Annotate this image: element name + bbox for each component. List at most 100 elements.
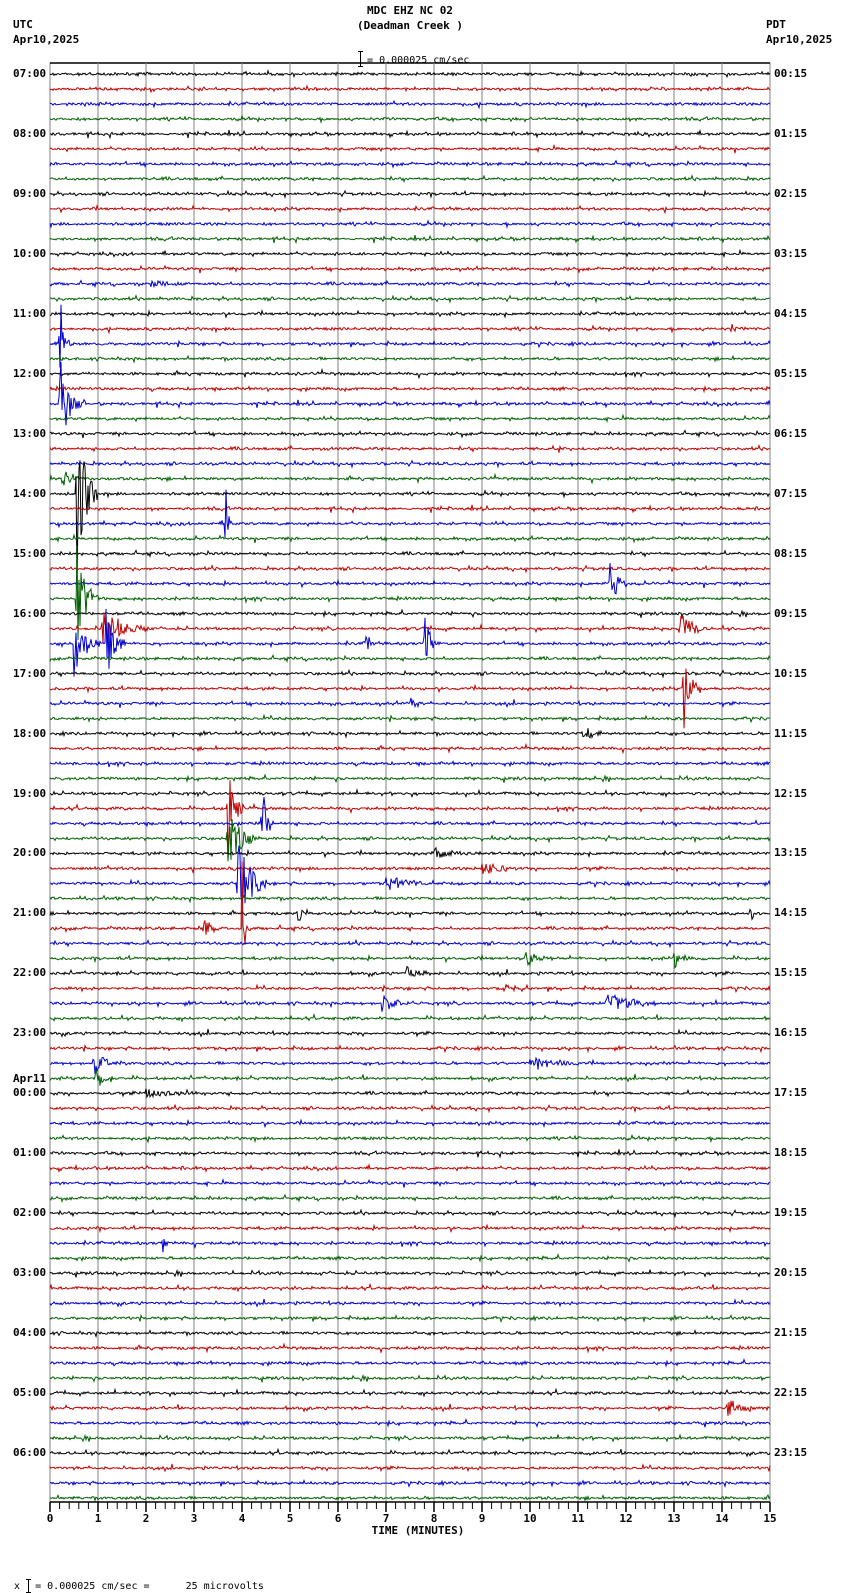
seismic-trace [49, 1463, 771, 1473]
seismic-trace [49, 545, 771, 641]
utc-hour-label: 14:00 [13, 486, 47, 500]
seismic-trace [49, 1163, 771, 1173]
seismic-trace [50, 1357, 771, 1368]
seismic-trace [49, 788, 771, 799]
pdt-hour-label: 13:15 [774, 846, 808, 860]
seismic-trace [49, 234, 771, 245]
seismic-trace [49, 279, 771, 289]
seismic-trace [49, 304, 771, 368]
seismic-trace [49, 846, 771, 859]
seismic-trace [49, 1493, 771, 1502]
seismic-trace [49, 84, 771, 94]
seismic-trace [49, 1044, 771, 1054]
utc-hour-label: 08:00 [13, 126, 47, 140]
x-tick-label: 6 [334, 1512, 342, 1525]
seismic-trace [49, 1373, 771, 1383]
seismic-trace [49, 862, 771, 874]
scale-text: = 0.000025 cm/sec [367, 55, 470, 66]
seismic-trace [49, 489, 771, 538]
x-tick-label: 10 [523, 1512, 537, 1525]
seismic-trace [49, 759, 771, 768]
seismic-trace [49, 362, 771, 426]
seismic-trace [49, 654, 771, 664]
seismic-trace [49, 1253, 771, 1263]
seismic-trace [49, 1298, 771, 1308]
seismic-trace [49, 143, 771, 154]
seismic-trace [49, 608, 771, 619]
pdt-hour-label: 17:15 [774, 1086, 808, 1100]
seismic-trace [49, 219, 771, 229]
pdt-hour-label: 18:15 [774, 1146, 808, 1160]
seismic-trace [49, 384, 771, 394]
utc-hour-label: 19:00 [13, 786, 47, 800]
seismic-trace [49, 608, 771, 677]
x-tick-label: 8 [430, 1512, 438, 1525]
utc-hour-label: 03:00 [13, 1266, 47, 1280]
pdt-hour-label: 12:15 [774, 786, 808, 800]
seismic-trace [49, 907, 771, 921]
pdt-hour-label: 08:15 [774, 546, 808, 560]
seismic-trace [49, 780, 771, 858]
seismic-trace [49, 367, 771, 380]
pdt-hour-label: 11:15 [774, 726, 808, 740]
pdt-hour-label: 14:15 [774, 906, 808, 920]
seismic-trace [49, 697, 771, 709]
pdt-hour-label: 09:15 [774, 606, 808, 620]
seismic-trace [49, 99, 771, 110]
x-tick-label: 14 [715, 1512, 729, 1525]
seismic-trace [49, 204, 771, 215]
seismic-trace [49, 1013, 771, 1023]
seismic-trace [49, 413, 771, 424]
utc-hour-label: 22:00 [13, 966, 47, 980]
seismic-trace [49, 114, 771, 124]
pdt-hour-label: 02:15 [774, 186, 808, 200]
utc-hour-label: 05:00 [13, 1386, 47, 1400]
seismic-trace [49, 504, 771, 514]
seismic-trace [49, 128, 771, 140]
seismic-trace [49, 294, 771, 304]
seismic-trace [49, 1178, 771, 1188]
seismic-trace [49, 1103, 771, 1114]
pdt-hour-label: 20:15 [774, 1266, 808, 1280]
seismic-trace [49, 563, 771, 574]
seismic-trace [49, 1400, 771, 1416]
x-tick-label: 12 [619, 1512, 633, 1525]
seismic-trace [49, 309, 771, 319]
utc-hour-label: 10:00 [13, 246, 47, 260]
x-tick-label: 3 [190, 1512, 198, 1525]
seismic-trace [49, 159, 771, 169]
seismic-trace [49, 1193, 771, 1204]
x-tick-label: 2 [142, 1512, 150, 1525]
seismic-trace [49, 429, 770, 439]
pdt-hour-label: 19:15 [774, 1206, 808, 1220]
seismic-trace [49, 965, 771, 978]
utc-hour-label: 23:00 [13, 1026, 47, 1040]
seismic-trace [49, 1387, 771, 1398]
x-tick-label: 7 [382, 1512, 390, 1525]
seismic-trace [49, 471, 771, 486]
pdt-hour-label: 03:15 [774, 246, 808, 260]
x-tick-label: 11 [571, 1512, 585, 1525]
seismic-trace [49, 1028, 771, 1038]
seismic-trace [49, 189, 771, 199]
seismic-trace [49, 1069, 771, 1086]
pdt-hour-label: 15:15 [774, 966, 808, 980]
utc-hour-label: 15:00 [13, 546, 47, 560]
seismic-trace [49, 612, 771, 644]
seismic-trace [49, 354, 770, 364]
seismic-trace [49, 444, 771, 453]
seismic-trace [49, 1088, 771, 1099]
utc-hour-label: 13:00 [13, 426, 47, 440]
right-date-label: Apr10,2025 [766, 33, 833, 46]
utc-hour-label: 09:00 [13, 186, 47, 200]
seismic-trace [49, 460, 771, 583]
seismic-trace [49, 894, 771, 904]
seismic-trace [49, 533, 771, 544]
utc-hour-label: 12:00 [13, 366, 47, 380]
seismic-trace [49, 1329, 771, 1339]
scale-bar-icon [26, 1579, 32, 1593]
pdt-hour-label: 01:15 [774, 126, 808, 140]
pdt-hour-label: 00:15 [774, 67, 808, 80]
x-tick-label: 13 [667, 1512, 681, 1525]
seismic-trace [49, 1118, 771, 1129]
